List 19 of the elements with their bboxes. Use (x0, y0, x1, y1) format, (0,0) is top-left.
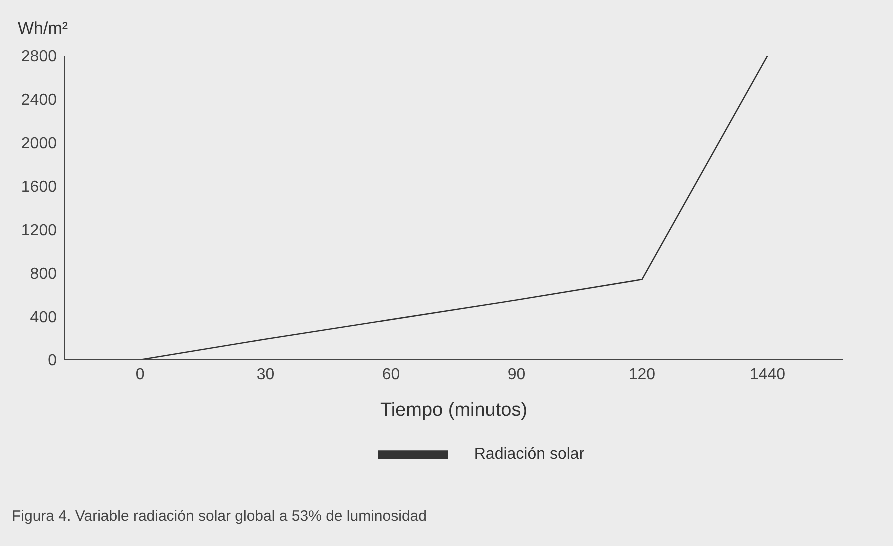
y-tick-label: 800 (30, 266, 58, 283)
y-tick-label: 2800 (21, 48, 58, 66)
x-tick-label: 1440 (750, 366, 786, 384)
y-tick-label: 1200 (21, 222, 58, 240)
y-axis-title: Wh/m² (18, 19, 68, 38)
text: Figura 4. Variable radiación solar global a 53% de luminosidad (12, 508, 427, 525)
y-tick-label: 400 (30, 309, 58, 326)
x-tick-label: 90 (508, 366, 526, 384)
y-tick-label: 2400 (21, 92, 58, 110)
x-tick-label: 60 (382, 366, 400, 384)
legend-label: Radiación solar (474, 446, 585, 464)
x-tick-label: 30 (256, 366, 275, 384)
y-tick-label: 0 (48, 352, 58, 370)
y-tick-label: 2000 (21, 136, 58, 153)
x-tick-label: 0 (136, 366, 145, 384)
y-tick-label: 1600 (21, 178, 58, 196)
x-axis-title: Tiempo (minutos) (380, 400, 528, 421)
line-series (140, 56, 768, 360)
x-tick-label: 120 (628, 366, 656, 384)
